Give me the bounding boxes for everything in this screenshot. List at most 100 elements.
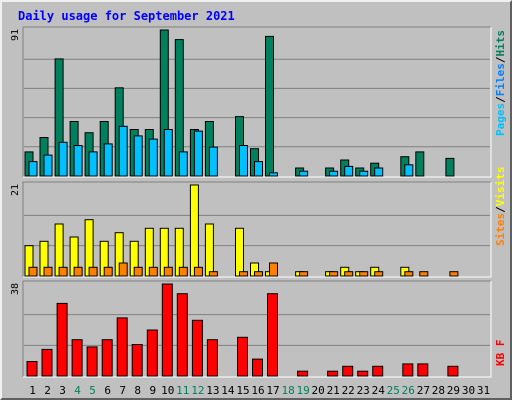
- bar: [43, 154, 53, 177]
- bar: [449, 271, 459, 277]
- day-label: 28: [432, 384, 445, 397]
- bar: [402, 363, 414, 377]
- day-label: 21: [327, 384, 340, 397]
- bar: [239, 271, 248, 277]
- bar: [103, 266, 113, 277]
- side-label-word: KB F: [494, 340, 507, 367]
- bar: [163, 129, 173, 177]
- bar: [208, 146, 218, 177]
- series-kb-f: [26, 283, 459, 377]
- bar: [419, 271, 429, 277]
- bar: [131, 344, 143, 377]
- bar: [404, 164, 414, 177]
- day-label: 15: [236, 384, 249, 397]
- bar: [176, 293, 188, 377]
- bar: [73, 266, 83, 277]
- bar: [417, 363, 429, 377]
- bar: [116, 317, 128, 377]
- bar: [71, 339, 83, 377]
- day-label: 1: [29, 384, 36, 397]
- day-label: 9: [149, 384, 156, 397]
- bar: [133, 135, 143, 177]
- bar: [359, 170, 369, 177]
- bar: [269, 172, 278, 177]
- day-label: 18: [281, 384, 294, 397]
- bar: [28, 266, 38, 277]
- bar: [86, 346, 98, 377]
- panel-border-shadow: [22, 280, 491, 377]
- panel-max-label: 38: [10, 283, 21, 295]
- bar: [133, 266, 143, 277]
- day-label: 30: [462, 384, 475, 397]
- side-label-word: Pages: [494, 103, 507, 136]
- panel-border-shadow: [22, 26, 491, 177]
- bar: [58, 266, 68, 277]
- bar: [359, 271, 369, 277]
- panel-visits-sites: 21: [10, 181, 492, 278]
- bar: [58, 141, 68, 177]
- side-label-word: Hits: [494, 30, 507, 57]
- bar: [415, 151, 425, 177]
- bar: [193, 130, 203, 177]
- bar: [299, 170, 309, 177]
- chart-title: Daily usage for September 2021: [18, 9, 235, 23]
- bar: [88, 266, 98, 277]
- bar: [118, 262, 128, 277]
- bar: [204, 223, 214, 277]
- day-label: 14: [221, 384, 235, 397]
- bar: [374, 271, 384, 277]
- bar: [297, 370, 309, 377]
- day-label: 5: [89, 384, 96, 397]
- side-label-word: /: [494, 56, 507, 63]
- bar: [329, 271, 339, 277]
- day-label: 3: [59, 384, 66, 397]
- bar: [163, 266, 173, 277]
- bar: [239, 145, 248, 177]
- bar: [445, 157, 455, 177]
- day-label: 26: [402, 384, 415, 397]
- series-pages: [28, 125, 414, 177]
- bar: [447, 365, 459, 377]
- day-label: 27: [417, 384, 430, 397]
- bar: [56, 302, 68, 377]
- bar: [73, 145, 83, 177]
- side-label-word: Sites: [494, 213, 507, 246]
- panel-max-label: 91: [10, 29, 21, 41]
- day-label: 8: [134, 384, 141, 397]
- panel-border-light: [23, 182, 492, 278]
- bar: [28, 161, 38, 177]
- day-label: 31: [477, 384, 490, 397]
- bar: [43, 266, 53, 277]
- bar: [267, 293, 278, 377]
- bar: [161, 283, 173, 377]
- bar: [148, 138, 158, 177]
- bar: [235, 227, 244, 277]
- bar: [327, 370, 339, 377]
- panel-border-shadow: [22, 181, 491, 277]
- day-label: 16: [251, 384, 264, 397]
- bar: [193, 266, 203, 277]
- side-label-bottom: KB F: [494, 340, 507, 367]
- day-label: 20: [311, 384, 324, 397]
- series-sites: [28, 262, 459, 277]
- day-label: 24: [372, 384, 386, 397]
- day-label: 22: [342, 384, 355, 397]
- day-label: 10: [161, 384, 174, 397]
- side-label-word: Visits: [494, 167, 507, 207]
- bar: [404, 271, 414, 277]
- bar: [26, 361, 38, 377]
- side-label-word: Files: [494, 63, 507, 96]
- bar: [41, 348, 53, 377]
- bar: [269, 262, 278, 277]
- bar: [148, 266, 158, 277]
- day-label: 17: [266, 384, 279, 397]
- bar: [189, 184, 199, 277]
- chart-panels: 91 21 38: [10, 26, 492, 378]
- bar: [299, 271, 309, 277]
- side-label-top: Pages/Files/Hits: [494, 30, 507, 136]
- panel-kbytes: 38: [10, 280, 492, 378]
- bar: [178, 266, 188, 277]
- day-label: 11: [176, 384, 189, 397]
